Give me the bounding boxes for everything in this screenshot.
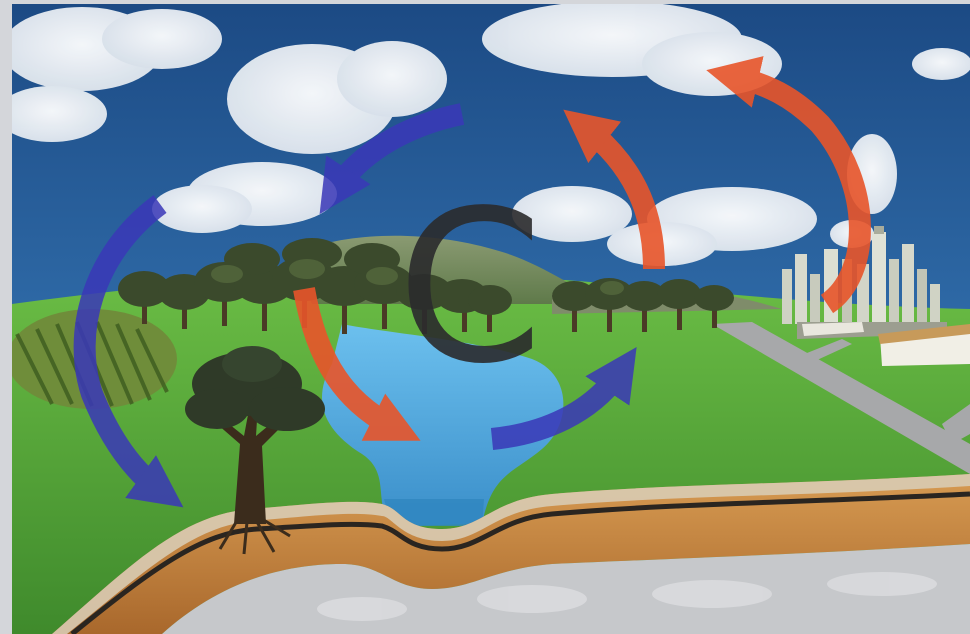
- arrow-air-to-soil: [73, 195, 184, 508]
- cloud-icon: [12, 4, 970, 266]
- carbon-symbol: C: [396, 165, 544, 410]
- arrow-city-to-air: [706, 56, 871, 314]
- coal-seam: [70, 491, 970, 634]
- lake-icon: [322, 324, 564, 526]
- topsoil-layer: [52, 474, 970, 634]
- arrow-forest-to-water: [293, 287, 421, 441]
- carbon-cycle-illustration: [12, 4, 970, 634]
- arrow-lake-to-air: [563, 109, 665, 270]
- arrow-water-to-air: [490, 347, 637, 450]
- road-icon: [712, 322, 970, 474]
- tree-icon: [185, 346, 325, 555]
- arrow-air-to-forest: [319, 103, 465, 215]
- forest-icon: [118, 238, 734, 334]
